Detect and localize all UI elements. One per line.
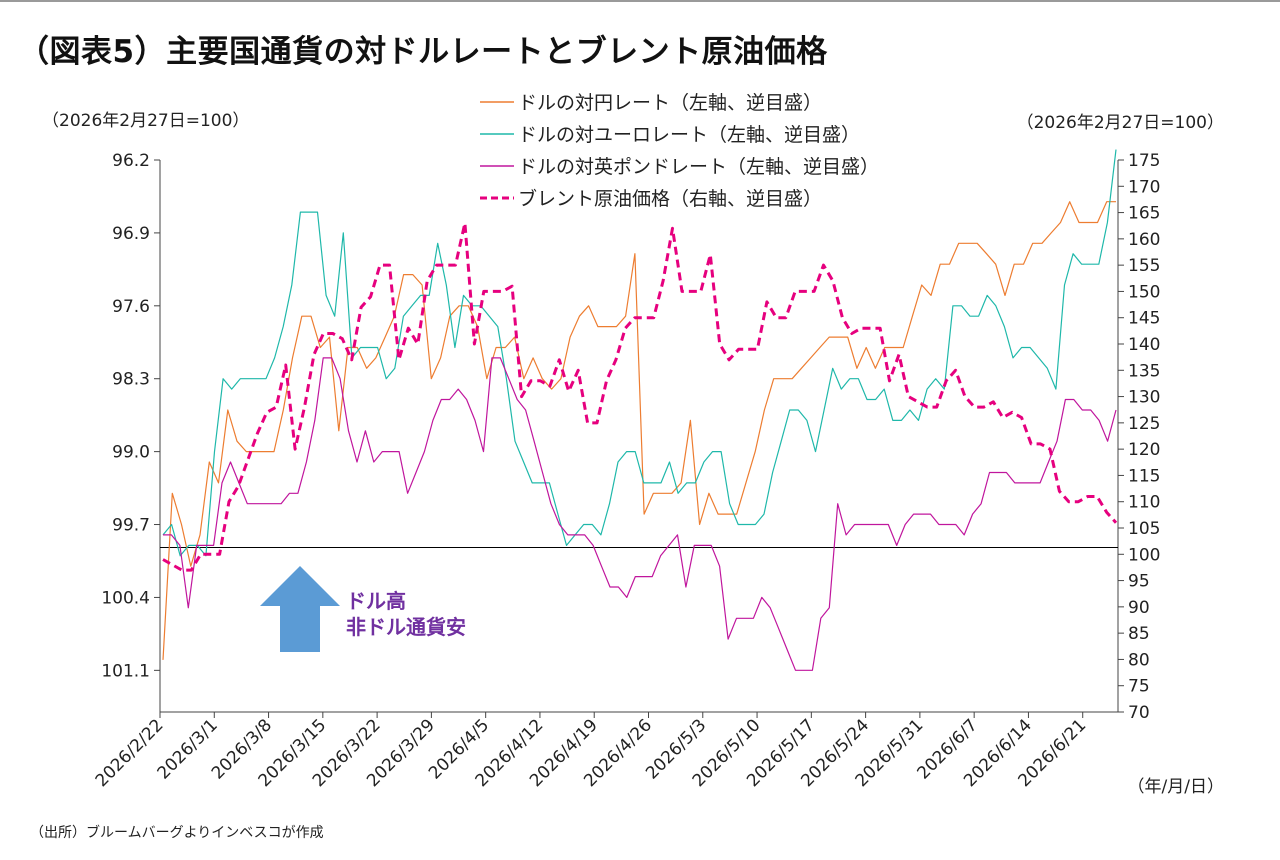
right-tick-label: 70	[1128, 703, 1150, 723]
right-tick-label: 175	[1128, 151, 1160, 171]
right-tick-label: 115	[1128, 466, 1160, 486]
right-tick-label: 140	[1128, 335, 1160, 355]
right-tick-label: 155	[1128, 256, 1160, 276]
right-tick-label: 95	[1128, 572, 1150, 592]
annotation-line2: 非ドル通貨安	[346, 615, 466, 639]
left-tick-label: 96.2	[112, 151, 150, 171]
left-tick-label: 97.6	[112, 297, 150, 317]
series-line-eur	[162, 149, 1117, 557]
right-axis-note: （2026年2月27日=100）	[1016, 113, 1224, 133]
left-tick-label: 100.4	[101, 588, 150, 608]
x-tick-label: 2026/2/22	[92, 715, 168, 791]
right-tick-label: 100	[1128, 545, 1160, 565]
legend-label-gbp: ドルの対英ポンドレート（左軸、逆目盛）	[518, 156, 879, 178]
top-border	[0, 0, 1280, 2]
right-tick-label: 90	[1128, 598, 1150, 618]
series-line-jpy	[162, 201, 1116, 660]
left-tick-label: 98.3	[112, 370, 150, 390]
up-arrow-icon	[260, 566, 340, 652]
right-tick-label: 125	[1128, 414, 1160, 434]
left-axis-note: （2026年2月27日=100）	[42, 111, 250, 131]
right-tick-label: 105	[1128, 519, 1160, 539]
right-tick-label: 170	[1128, 177, 1160, 197]
source-note: （出所）ブルームバーグよりインベスコが作成	[30, 825, 324, 841]
right-tick-label: 135	[1128, 361, 1160, 381]
right-tick-label: 145	[1128, 309, 1160, 329]
right-tick-label: 80	[1128, 650, 1150, 670]
right-tick-label: 160	[1128, 230, 1160, 250]
right-tick-label: 75	[1128, 677, 1150, 697]
left-tick-label: 99.0	[112, 443, 150, 463]
right-tick-label: 85	[1128, 624, 1150, 644]
legend-label-brent: ブレント原油価格（右軸、逆目盛）	[518, 187, 822, 210]
right-tick-label: 130	[1128, 388, 1160, 408]
left-tick-label: 96.9	[112, 224, 150, 244]
x-unit-note: （年/月/日）	[1127, 777, 1224, 797]
right-tick-label: 165	[1128, 204, 1160, 224]
right-tick-label: 110	[1128, 493, 1160, 513]
chart-title: （図表5）主要国通貨の対ドルレートとブレント原油価格	[18, 34, 828, 70]
left-tick-label: 101.1	[101, 661, 150, 681]
right-tick-label: 120	[1128, 440, 1160, 460]
legend-label-eur: ドルの対ユーロレート（左軸、逆目盛）	[518, 124, 860, 146]
left-tick-label: 99.7	[112, 516, 150, 536]
annotation-line1: ドル高	[346, 589, 406, 613]
legend-label-jpy: ドルの対円レート（左軸、逆目盛）	[518, 92, 822, 114]
series-line-brent	[162, 221, 1118, 572]
right-tick-label: 150	[1128, 282, 1160, 302]
series-line-gbp	[163, 357, 1117, 671]
